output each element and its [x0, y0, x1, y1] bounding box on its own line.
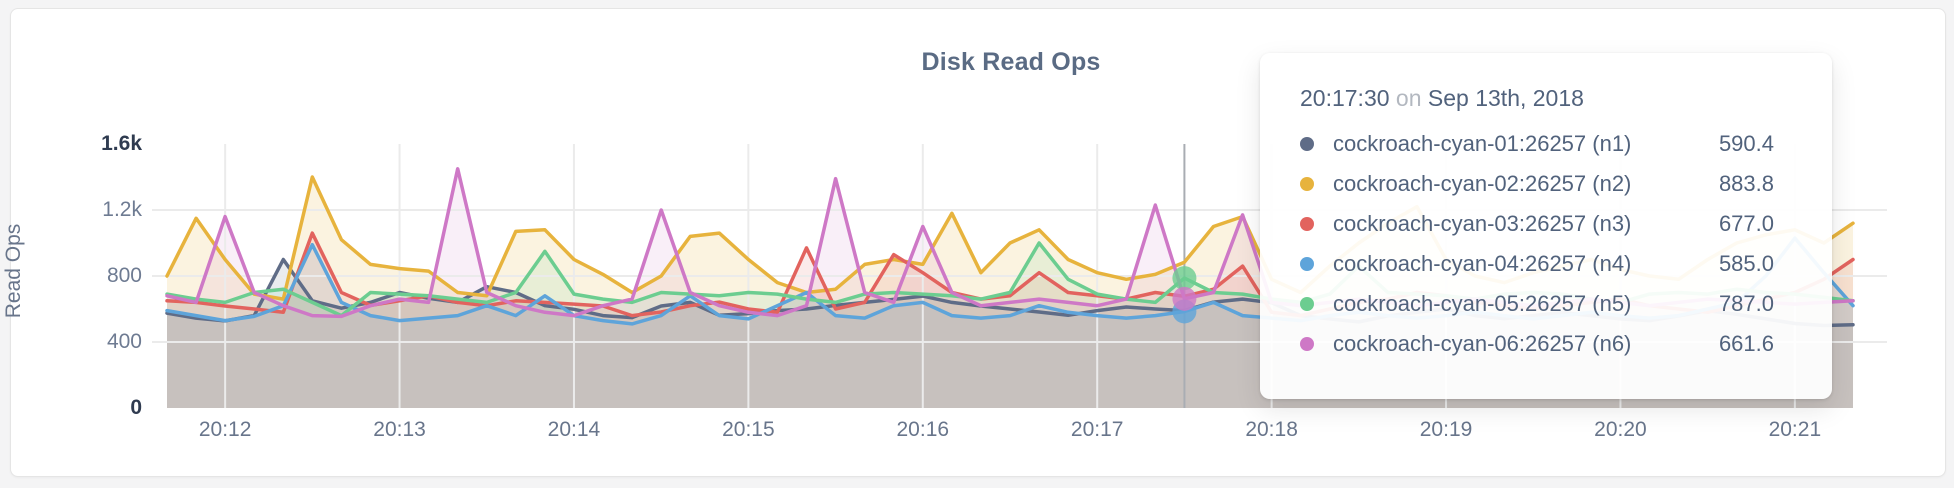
x-axis-tick-label: 20:17 [1070, 418, 1124, 441]
series-dot-icon [1300, 297, 1314, 311]
y-axis-tick-label: 0 [130, 396, 142, 419]
series-label: cockroach-cyan-06:26257 (n6) [1333, 331, 1632, 356]
hover-dot-n5 [1172, 266, 1197, 291]
x-axis-tick-label: 20:13 [373, 418, 426, 441]
tooltip-row: cockroach-cyan-06:26257 (n6) 661.6 [1300, 324, 1774, 364]
y-axis-tick-label: 1.2k [102, 198, 142, 221]
x-axis-tick-label: 20:16 [896, 418, 950, 441]
x-axis-tick-label: 20:20 [1594, 418, 1647, 441]
series-value: 590.4 [1718, 131, 1774, 156]
tooltip-header: 20:17:30 on Sep 13th, 2018 [1300, 85, 1774, 112]
y-axis-tick-label: 400 [106, 330, 142, 353]
series-dot-icon [1300, 177, 1314, 191]
series-dot-icon [1300, 257, 1314, 271]
x-axis-tick-label: 20:15 [722, 418, 775, 441]
series-dot-icon [1300, 217, 1314, 231]
hover-dot-n6 [1172, 286, 1197, 311]
series-label: cockroach-cyan-01:26257 (n1) [1333, 131, 1632, 156]
tooltip-row: cockroach-cyan-03:26257 (n3) 677.0 [1300, 204, 1774, 244]
x-axis-tick-label: 20:14 [547, 418, 601, 441]
tooltip-on-word: on [1395, 85, 1422, 111]
tooltip-date: Sep 13th, 2018 [1427, 85, 1584, 111]
series-label: cockroach-cyan-05:26257 (n5) [1333, 291, 1632, 316]
series-label: cockroach-cyan-03:26257 (n3) [1333, 211, 1632, 236]
tooltip-row: cockroach-cyan-05:26257 (n5) 787.0 [1300, 284, 1774, 324]
series-label: cockroach-cyan-04:26257 (n4) [1333, 251, 1632, 276]
chart-tooltip: 20:17:30 on Sep 13th, 2018 cockroach-cya… [1260, 53, 1832, 399]
tooltip-row: cockroach-cyan-04:26257 (n4) 585.0 [1300, 244, 1774, 284]
series-dot-icon [1300, 137, 1314, 151]
x-axis-tick-label: 20:21 [1768, 418, 1822, 441]
x-axis-tick-label: 20:18 [1245, 418, 1298, 441]
series-value: 883.8 [1718, 171, 1774, 196]
series-value: 677.0 [1718, 211, 1774, 236]
series-value: 585.0 [1718, 251, 1774, 276]
y-axis-tick-label: 1.6k [101, 132, 142, 155]
x-axis-tick-label: 20:19 [1419, 418, 1473, 441]
x-axis-tick-label: 20:12 [198, 418, 252, 441]
series-label: cockroach-cyan-02:26257 (n2) [1333, 171, 1632, 196]
series-value: 661.6 [1718, 331, 1774, 356]
tooltip-row: cockroach-cyan-02:26257 (n2) 883.8 [1300, 164, 1774, 204]
tooltip-row: cockroach-cyan-01:26257 (n1) 590.4 [1300, 124, 1774, 164]
series-dot-icon [1300, 337, 1314, 351]
series-value: 787.0 [1718, 291, 1774, 316]
y-axis-tick-label: 800 [106, 264, 142, 287]
chart-title: Disk Read Ops [921, 48, 1101, 76]
tooltip-time: 20:17:30 [1300, 85, 1390, 111]
